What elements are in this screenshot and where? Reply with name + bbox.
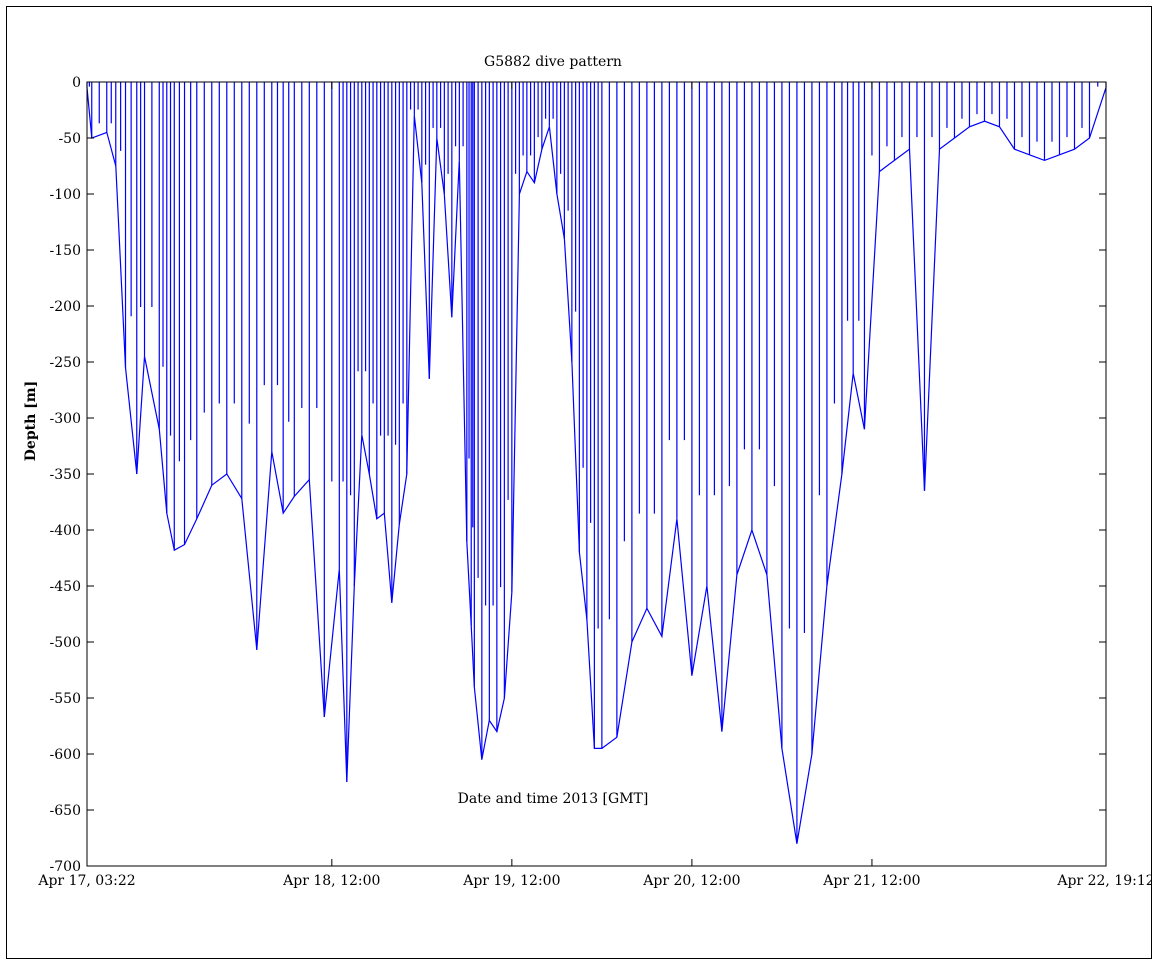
y-tick-label: -250 [50,355,81,371]
figure-frame: G5882 dive pattern Date and time 2013 [G… [6,6,1152,959]
x-tick-label: Apr 17, 03:22 [37,873,135,889]
y-tick-label: 0 [72,75,81,91]
x-tick-label: Apr 21, 12:00 [822,873,920,889]
y-tick-label: -500 [50,635,81,651]
dive-pattern-chart: G5882 dive pattern Date and time 2013 [G… [23,54,1151,889]
y-tick-label: -350 [50,467,81,483]
y-axis-label: Depth [m] [23,381,39,461]
x-tick-label: Apr 22, 19:12 [1056,873,1151,889]
x-axis: Apr 17, 03:22 Apr 18, 12:00 Apr 19, 12:00 A… [37,82,1151,889]
y-tick-label: -450 [50,579,81,595]
y-axis: 0 -50 -100 -150 -200 -250 -300 -350 -400 -450 -500… [50,75,1106,875]
series-layer [86,82,1107,844]
x-tick-label: Apr 20, 12:00 [642,873,740,889]
y-tick-label: -150 [50,243,81,259]
y-tick-label: -700 [50,859,81,875]
x-tick-label: Apr 19, 12:00 [462,873,560,889]
y-tick-label: -650 [50,803,81,819]
y-tick-label: -200 [50,299,81,315]
series-line [86,87,1107,844]
chart-title: G5882 dive pattern [484,54,622,70]
y-tick-label: -400 [50,523,81,539]
y-tick-label: -550 [50,691,81,707]
y-tick-label: -300 [50,411,81,427]
x-axis-label: Date and time 2013 [GMT] [458,791,649,807]
y-tick-label: -600 [50,747,81,763]
y-tick-label: -50 [58,131,81,147]
x-tick-label: Apr 18, 12:00 [282,873,380,889]
y-tick-label: -100 [50,187,81,203]
